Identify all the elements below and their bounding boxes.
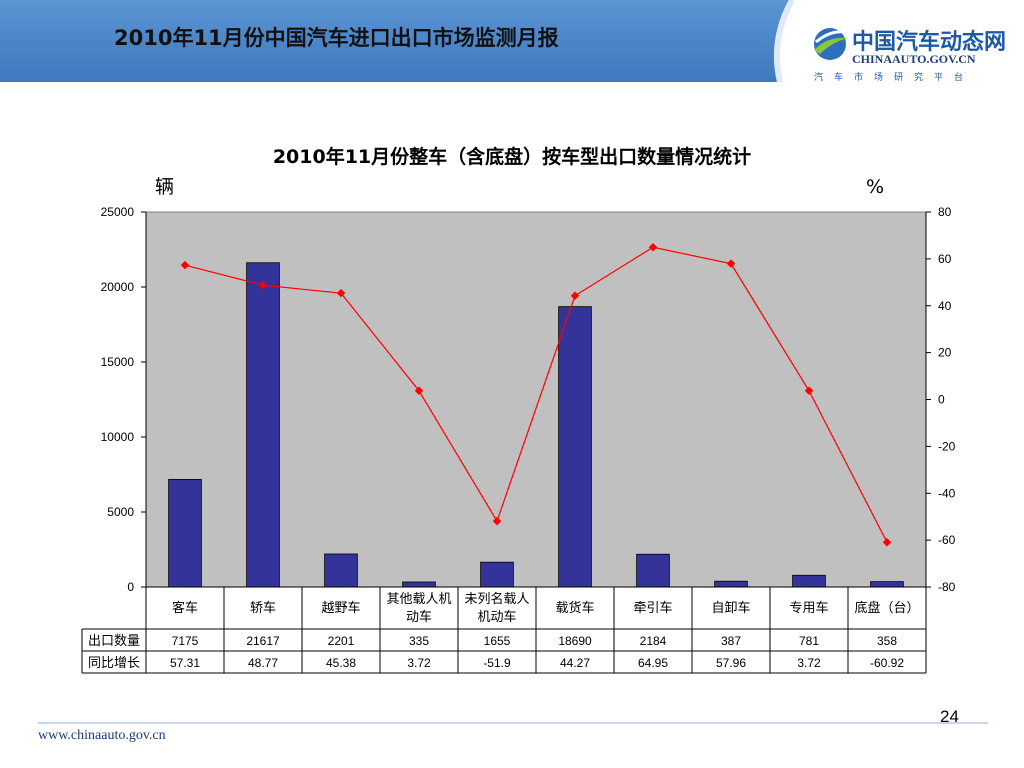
bar-line-chart: 0 5000 10000 15000 20000 25000 -80 -60 -40 -20 0 20… [81,205,956,674]
table-cell: -51.9 [483,656,511,670]
category-label: 未列名载人 [464,591,529,607]
table-cell: 18690 [558,634,592,648]
category-label: 动车 [406,609,432,625]
table-cell: 21617 [246,634,280,648]
growth-line [184,246,888,543]
line-point [336,288,346,298]
line-point [414,386,424,396]
y2-tick-label: 80 [938,205,952,219]
line-point [804,386,814,396]
table-cell: 2201 [328,634,355,648]
bar [558,306,592,588]
bar [714,580,748,588]
y-tick-label: 15000 [101,355,135,369]
y2-tick-label: -20 [938,439,956,453]
bar [168,478,202,588]
y-tick-label: 10000 [101,430,135,444]
bar [480,561,514,588]
category-label: 底盘（台） [854,600,919,616]
y2-tick-label: 40 [938,299,952,313]
logo-subtitle: 汽车市场研究平台 [814,73,975,83]
site-logo: 中国汽车动态网 CHINAAUTO.GOV.CN 汽车市场研究平台 [808,24,1008,86]
y2-tick-label: 20 [938,346,952,360]
header-banner [0,0,1024,82]
category-label: 牵引车 [633,600,672,616]
line-point [492,516,502,526]
footer-divider [38,722,988,724]
table-cell: 64.95 [638,656,668,670]
table-cell: 2184 [640,634,667,648]
table-cell: 3.72 [797,656,821,670]
category-label: 轿车 [250,600,276,616]
y2-tick-label: -40 [938,486,956,500]
page-number: 24 [940,707,959,726]
table-cell: 387 [721,634,741,648]
logo-en-text: CHINAAUTO.GOV.CN [852,52,976,66]
y-tick-label: 20000 [101,280,135,294]
bar [324,553,358,588]
table-cell: 48.77 [248,656,278,670]
line-point [726,259,736,268]
bar [792,574,826,588]
table-cell: 1655 [484,634,511,648]
y-tick-label: 5000 [107,505,134,519]
table-cell: 45.38 [326,656,356,670]
bar [402,581,436,588]
line-point [570,291,580,300]
y2-tick-label: -60 [938,533,956,547]
table-cell: 335 [409,634,429,648]
table-row-header: 同比增长 [88,656,140,671]
footer-url: www.chinaauto.gov.cn [38,728,166,743]
category-label: 其他载人机 [386,592,451,607]
category-label: 客车 [172,600,198,616]
table-cell: -60.92 [870,656,904,670]
y-tick-label: 25000 [101,205,135,219]
globe-swoosh-icon [814,28,848,60]
left-axis-unit: 辆 [155,176,175,198]
bar [246,262,280,588]
category-label: 专用车 [789,600,828,616]
table-cell: 781 [799,634,819,648]
table-cell: 3.72 [407,656,431,670]
category-label: 自卸车 [711,600,750,616]
page-title: 2010年11月份中国汽车进口出口市场监测月报 [114,26,559,50]
table-cell: 57.31 [170,656,200,670]
category-label: 机动车 [477,609,516,625]
table-cell: 44.27 [560,656,590,670]
table-row-header: 出口数量 [88,634,140,649]
y2-tick-label: -80 [938,580,956,594]
table-cell: 358 [877,634,897,648]
chart-title: 2010年11月份整车（含底盘）按车型出口数量情况统计 [272,146,752,168]
bar [870,581,904,588]
y2-tick-label: 0 [938,393,945,407]
category-label: 越野车 [321,600,360,616]
bar [636,553,670,588]
table-cell: 57.96 [716,656,746,670]
y-tick-label: 0 [127,580,134,594]
y2-tick-label: 60 [938,252,952,266]
table-cell: 7175 [172,634,199,648]
logo-cn-text: 中国汽车动态网 [852,30,1007,55]
right-axis-unit: % [866,176,885,198]
line-point [882,538,892,547]
line-point [258,280,268,290]
category-label: 载货车 [555,600,594,616]
line-point [180,260,190,270]
